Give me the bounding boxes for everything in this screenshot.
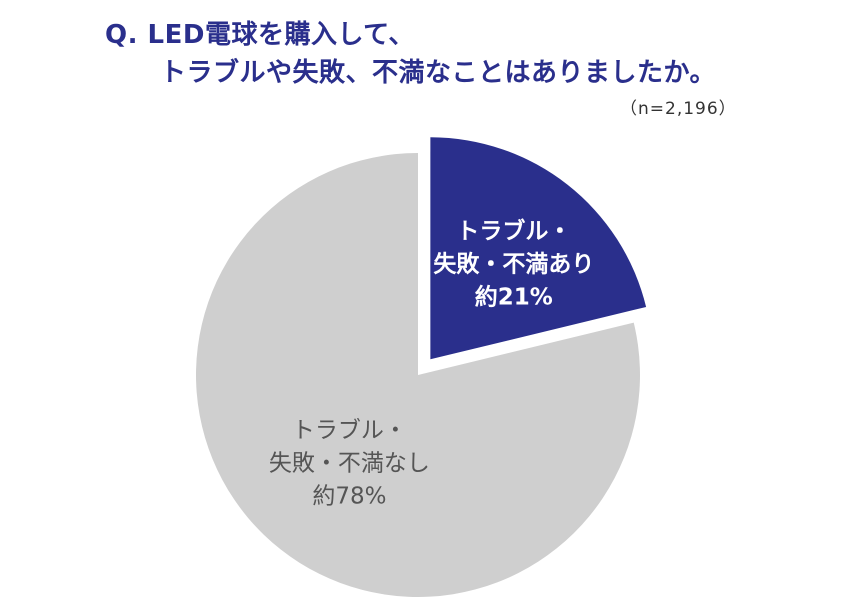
slice-label-line: 失敗・不満なし <box>269 450 430 476</box>
sample-size: （n=2,196） <box>620 99 737 119</box>
slice-label-line: 約21% <box>475 283 553 310</box>
question-line-1: Q. LED電球を購入して、 <box>105 20 415 50</box>
slice-label-line: 失敗・不満あり <box>433 251 594 277</box>
slice-label-trouble-no: トラブル・失敗・不満なし約78% <box>269 417 430 509</box>
pie-slice-trouble-yes <box>430 137 647 360</box>
slice-label-line: 約78% <box>312 483 386 509</box>
slice-label-trouble-yes: トラブル・失敗・不満あり約21% <box>433 217 594 310</box>
slice-label-line: トラブル・ <box>456 217 571 244</box>
slice-label-line: トラブル・ <box>292 417 407 443</box>
question-line-2: トラブルや失敗、不満なことはありましたか。 <box>160 58 716 88</box>
pie-slice-trouble-no <box>196 153 640 597</box>
